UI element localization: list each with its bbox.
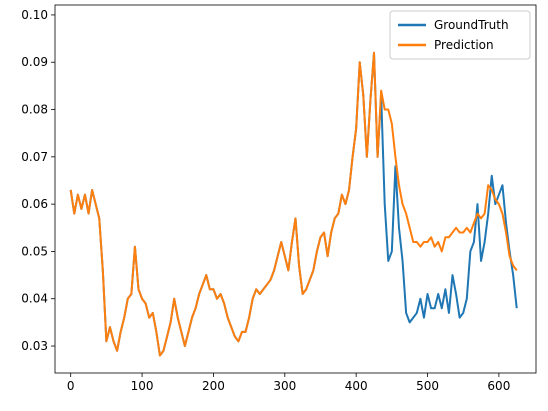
y-tick-label: 0.10 [21,8,48,22]
y-tick-label: 0.03 [21,339,48,353]
series-line [69,51,518,357]
legend-label: Prediction [434,38,494,52]
y-tick-label: 0.09 [21,55,48,69]
x-tick-label: 300 [273,379,296,393]
y-tick-label: 0.07 [21,150,48,164]
x-tick-label: 200 [202,379,225,393]
y-tick-label: 0.08 [21,103,48,117]
series-line [69,51,518,357]
x-tick-label: 0 [67,379,75,393]
x-tick-label: 100 [131,379,154,393]
legend-box [389,10,531,60]
y-tick-label: 0.04 [21,292,48,306]
x-tick-label: 600 [487,379,510,393]
x-tick-label: 500 [416,379,439,393]
plot-frame [54,4,537,374]
x-tick-label: 400 [345,379,368,393]
y-tick-label: 0.06 [21,197,48,211]
legend-label: GroundTruth [434,18,509,32]
y-tick-label: 0.05 [21,244,48,258]
